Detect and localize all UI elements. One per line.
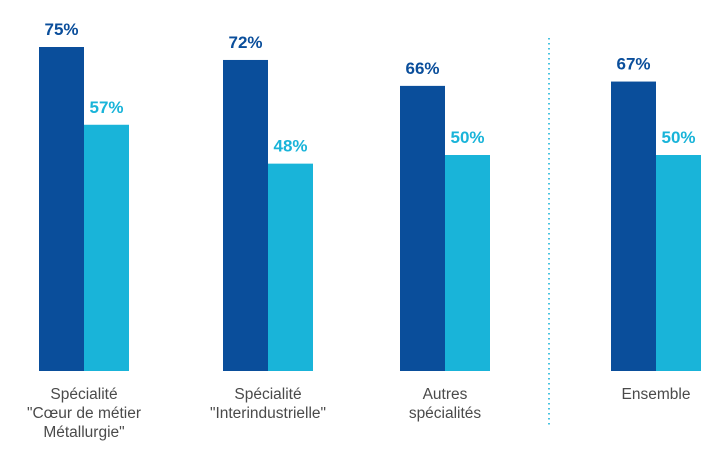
bar-series2-cat1: [84, 124, 129, 371]
bar-series2-cat4: [656, 155, 701, 371]
value-label-series2-cat4: 50%: [661, 128, 695, 147]
category-label-2: Spécialité "Interindustrielle": [210, 386, 326, 422]
value-label-series1-cat3: 66%: [405, 59, 439, 78]
category-label-line: Spécialité: [50, 386, 117, 403]
bar-series1-cat3: [400, 85, 445, 371]
category-label-line: "Interindustrielle": [210, 405, 326, 422]
value-label-series2-cat1: 57%: [89, 98, 123, 117]
category-label-line: Ensemble: [622, 386, 691, 403]
value-label-series2-cat2: 48%: [273, 137, 307, 156]
category-label-line: Autres: [423, 386, 468, 403]
bar-series1-cat2: [223, 59, 268, 372]
category-label-4: Ensemble: [622, 386, 691, 403]
value-label-series2-cat3: 50%: [450, 128, 484, 147]
bar-series2-cat3: [445, 155, 490, 371]
value-label-series1-cat1: 75%: [44, 20, 78, 39]
category-label-3: Autres spécialités: [409, 386, 482, 422]
category-label-line: spécialités: [409, 405, 482, 422]
bar-series1-cat1: [39, 47, 84, 371]
category-label-line: "Cœur de métier: [27, 405, 141, 422]
value-label-series1-cat2: 72%: [228, 33, 262, 52]
bar-series1-cat4: [611, 81, 656, 371]
category-label-line: Spécialité: [234, 386, 301, 403]
category-label-1: Spécialité "Cœur de métier Métallurgie": [27, 386, 141, 441]
bar-series2-cat2: [268, 163, 313, 371]
value-label-series1-cat4: 67%: [616, 55, 650, 74]
category-label-line: Métallurgie": [43, 424, 124, 441]
